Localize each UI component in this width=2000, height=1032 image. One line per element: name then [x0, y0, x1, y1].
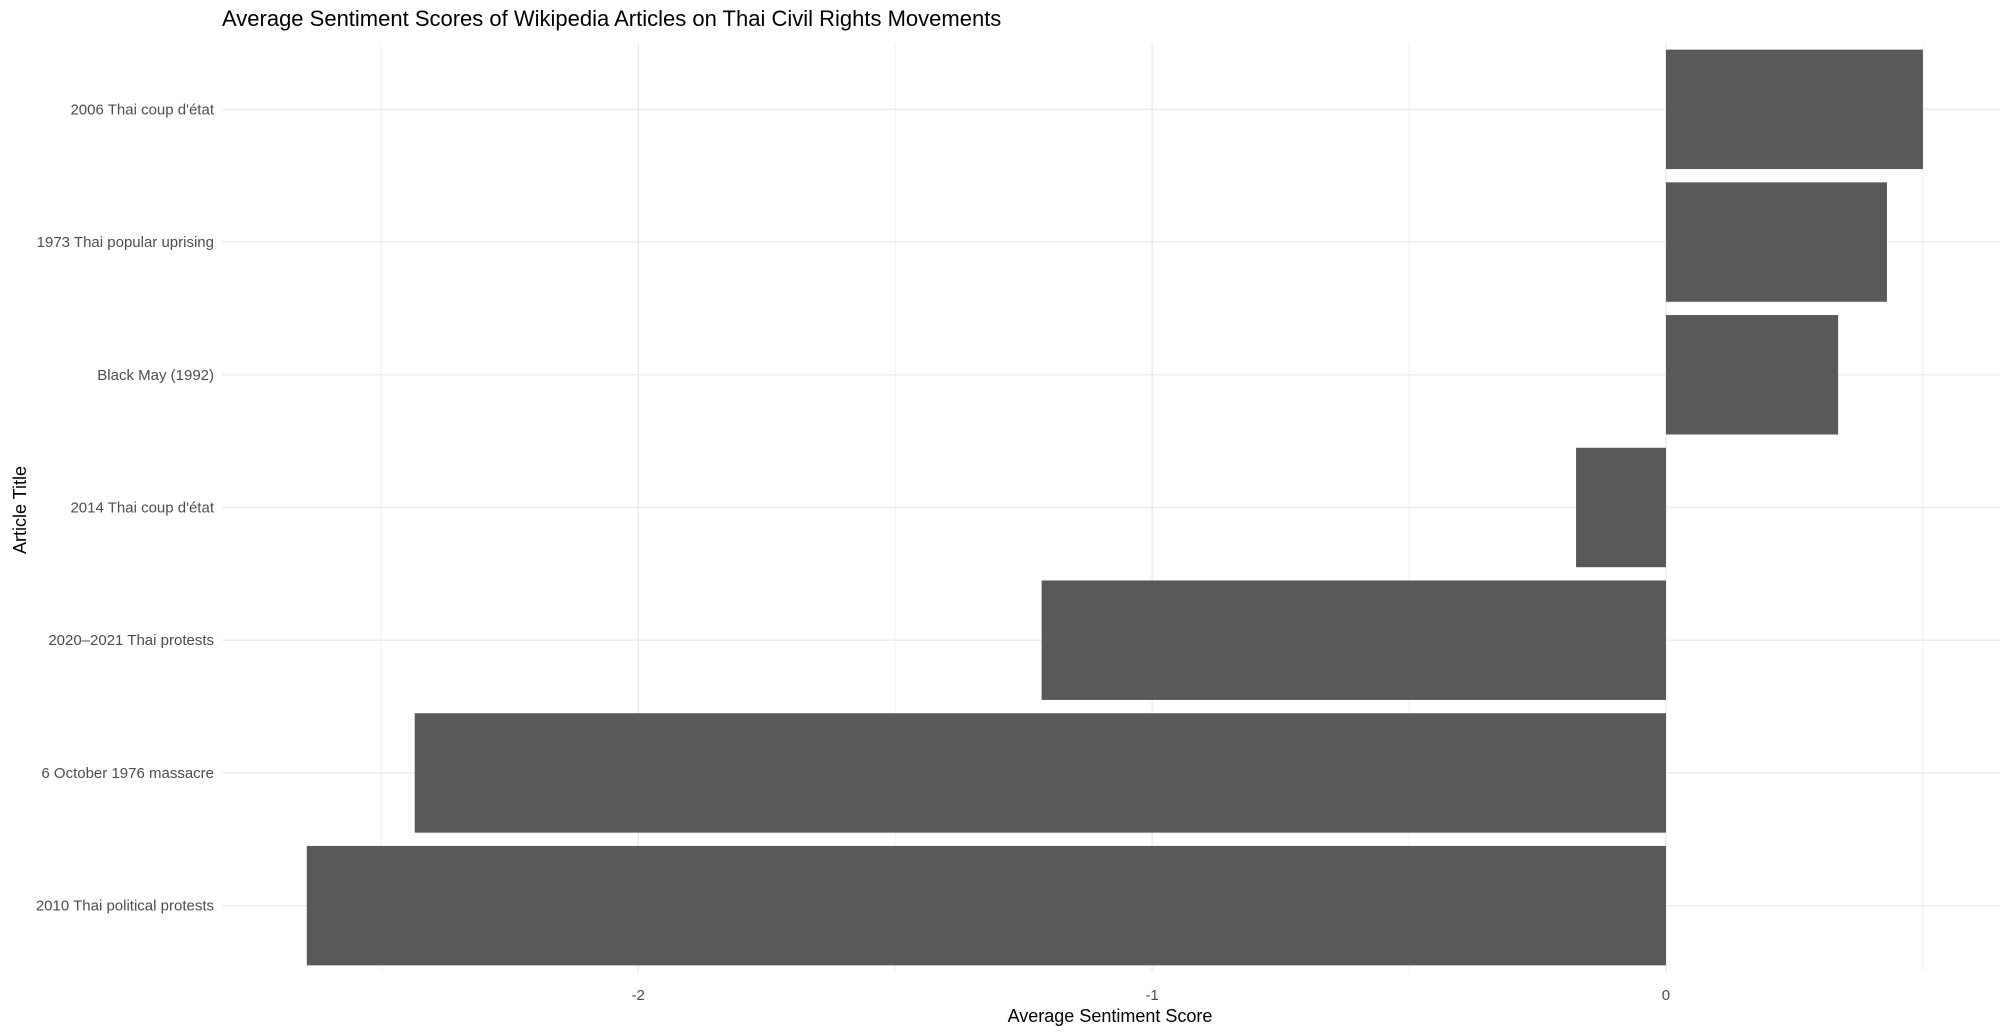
x-tick-label: -2: [632, 987, 645, 1004]
bar: [414, 713, 1666, 833]
y-tick-label: Black May (1992): [97, 367, 214, 384]
y-tick-label: 2010 Thai political protests: [36, 898, 214, 915]
x-tick-label: -1: [1145, 987, 1158, 1004]
bar: [1041, 580, 1666, 700]
bar: [1665, 182, 1887, 302]
y-tick-label: 2006 Thai coup d'état: [70, 101, 214, 118]
y-tick-label: 2020–2021 Thai protests: [48, 632, 214, 649]
bar: [1665, 315, 1839, 435]
y-tick-label: 2014 Thai coup d'état: [70, 500, 214, 517]
x-tick-label: 0: [1662, 987, 1670, 1004]
chart-title: Average Sentiment Scores of Wikipedia Ar…: [222, 6, 1001, 31]
x-axis-title: Average Sentiment Score: [1008, 1006, 1213, 1026]
bar: [1576, 447, 1666, 568]
y-axis-tick-labels: 2006 Thai coup d'état 1973 Thai popular u…: [36, 101, 215, 914]
bar: [306, 845, 1666, 966]
y-axis-title: Article Title: [10, 466, 30, 554]
y-tick-label: 1973 Thai popular uprising: [37, 234, 214, 251]
bar: [1665, 49, 1923, 170]
y-tick-label: 6 October 1976 massacre: [41, 765, 214, 782]
bars: [306, 49, 1923, 966]
x-axis-tick-labels: -2 -1 0: [632, 987, 1671, 1004]
